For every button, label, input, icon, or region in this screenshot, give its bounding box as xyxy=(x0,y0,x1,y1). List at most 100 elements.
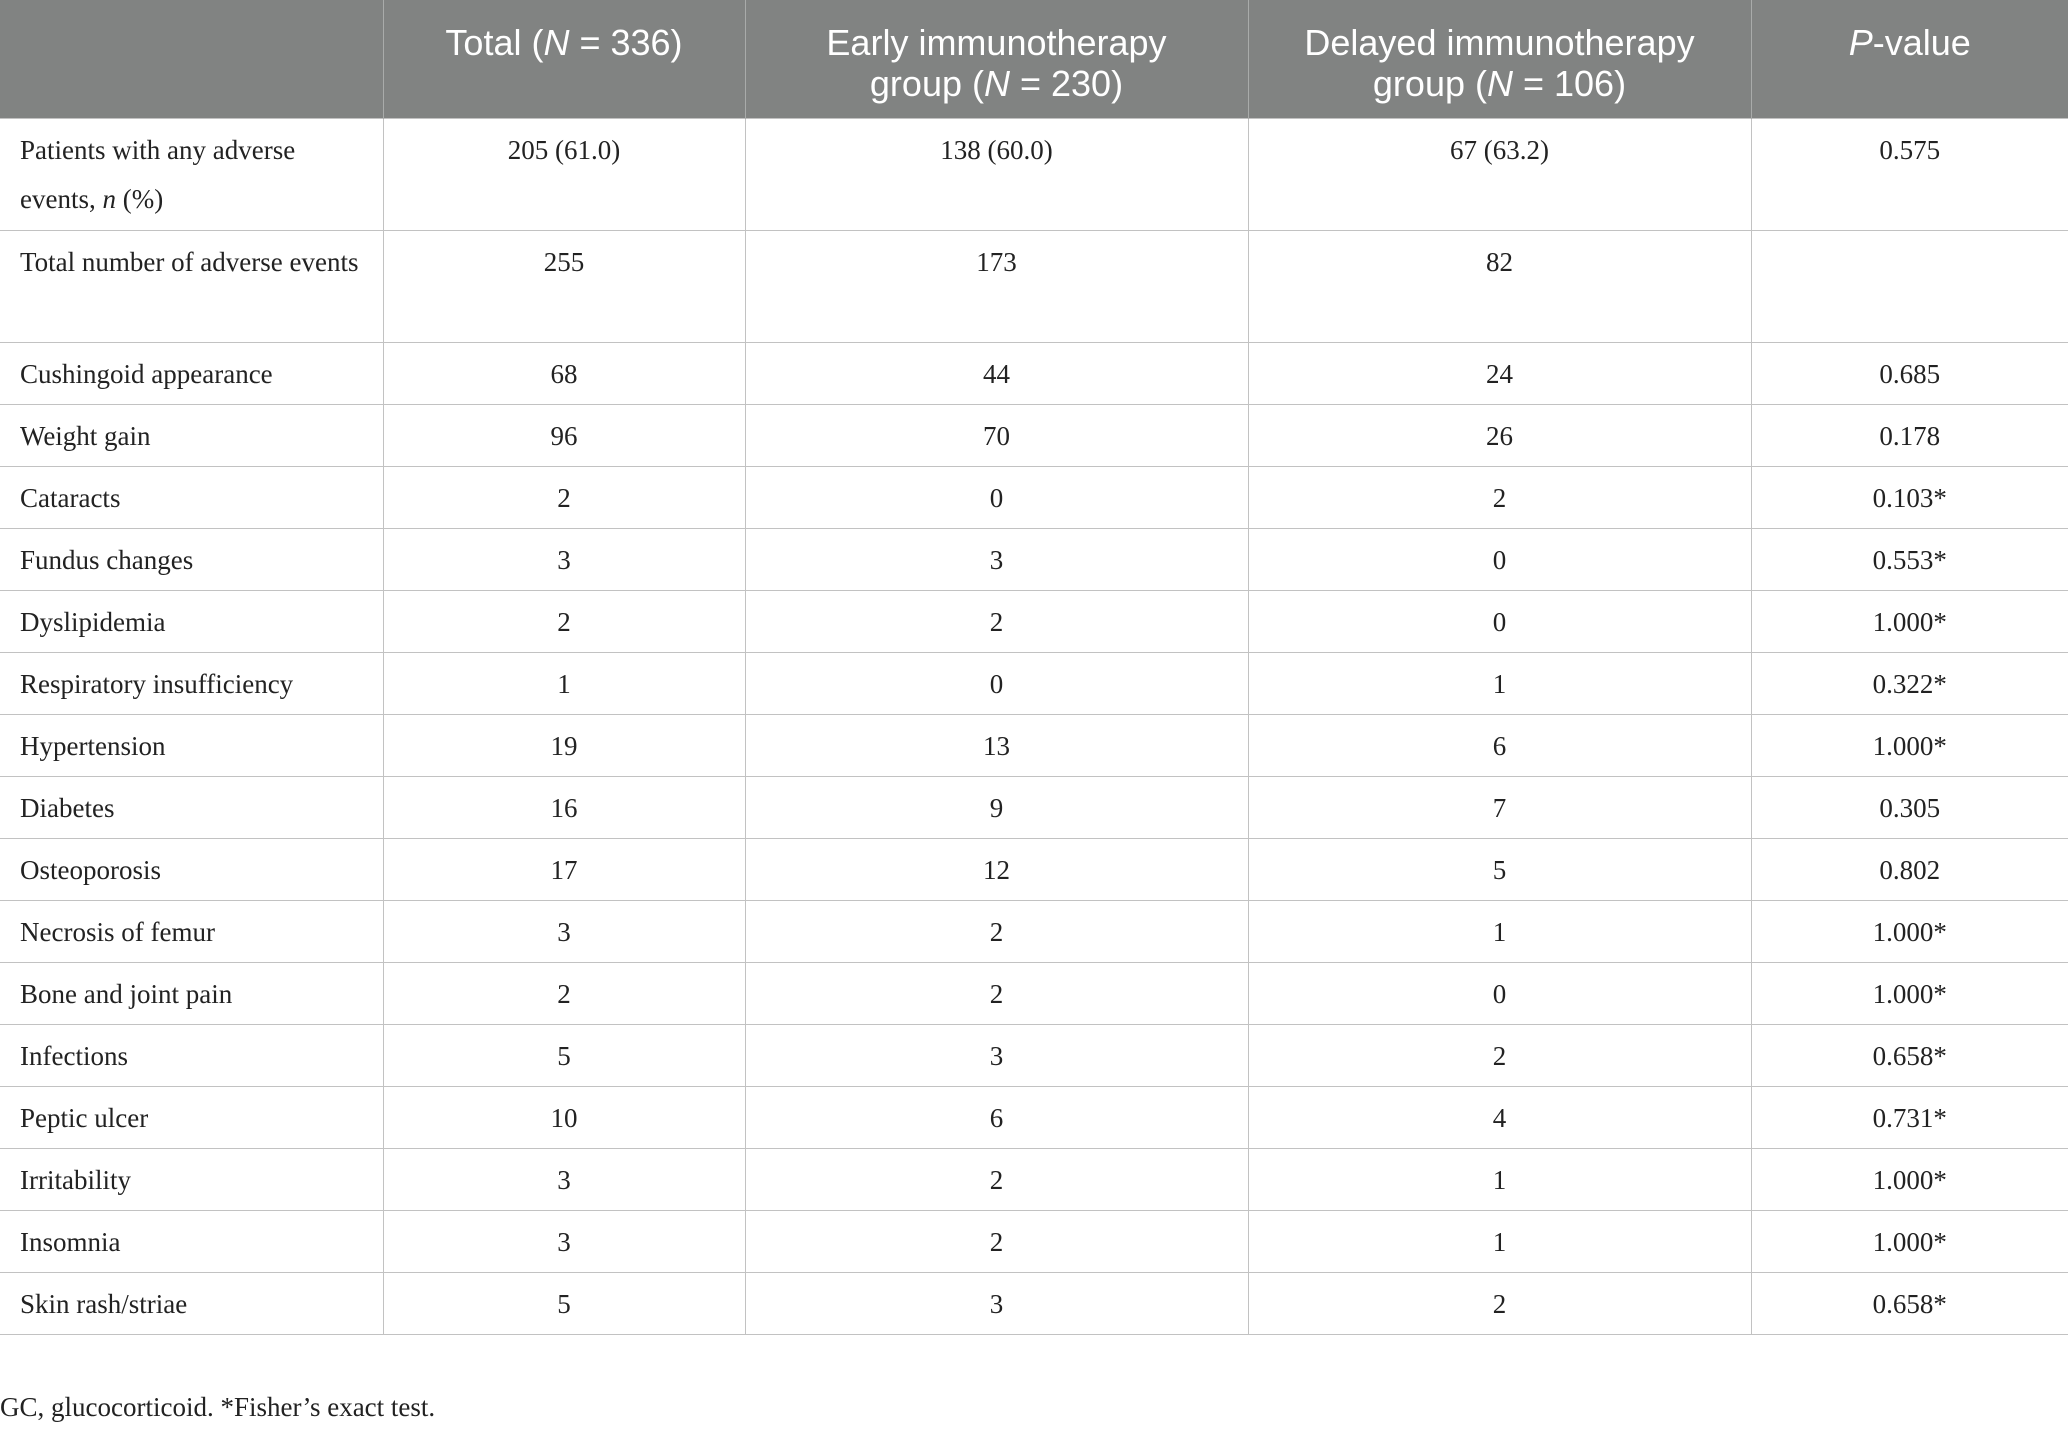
row-label: Dyslipidemia xyxy=(0,589,384,653)
table-row: Cushingoid appearance 68 44 24 0.685 xyxy=(0,341,2068,405)
cell-early: 6 xyxy=(744,1085,1249,1149)
cell-total: 205 (61.0) xyxy=(382,117,746,231)
cell-total: 1 xyxy=(382,651,746,715)
row-label-text: Cushingoid appearance xyxy=(20,358,273,389)
cell-p-value: 0.658* xyxy=(1750,1023,2068,1087)
table-row: Patients with any adverse events, n (%) 2… xyxy=(0,117,2068,231)
cell-p-value: 0.322* xyxy=(1750,651,2068,715)
adverse-events-table: Total (N = 336) Early immunotherapy group… xyxy=(0,0,2068,1335)
table-row: Diabetes 16 9 7 0.305 xyxy=(0,775,2068,839)
table-row: Necrosis of femur 3 2 1 1.000* xyxy=(0,899,2068,963)
cell-p-value: 1.000* xyxy=(1750,713,2068,777)
table-row: Weight gain 96 70 26 0.178 xyxy=(0,403,2068,467)
cell-delayed: 82 xyxy=(1247,229,1752,343)
row-label-text: Bone and joint pain xyxy=(20,978,233,1009)
row-label: Osteoporosis xyxy=(0,837,384,901)
row-label: Cushingoid appearance xyxy=(0,341,384,405)
cell-p-value: 1.000* xyxy=(1750,1147,2068,1211)
row-label-suffix: (%) xyxy=(115,183,164,214)
row-label-text: Patients with any adverse events, xyxy=(20,134,296,214)
cell-early: 138 (60.0) xyxy=(744,117,1249,231)
cell-early: 9 xyxy=(744,775,1249,839)
cell-delayed: 1 xyxy=(1247,1147,1752,1211)
row-label: Total number of adverse events xyxy=(0,229,384,343)
header-delayed: Delayed immunotherapy group (N = 106) xyxy=(1247,0,1751,118)
cell-early: 3 xyxy=(744,1271,1249,1335)
cell-early: 70 xyxy=(744,403,1249,467)
row-label: Irritability xyxy=(0,1147,384,1211)
header-early: Early immunotherapy group (N = 230) xyxy=(744,0,1248,118)
row-label: Necrosis of femur xyxy=(0,899,384,963)
cell-delayed: 2 xyxy=(1247,1023,1752,1087)
table-body: Patients with any adverse events, n (%) 2… xyxy=(0,117,2068,1335)
row-label-text: Weight gain xyxy=(20,420,151,451)
cell-early: 3 xyxy=(744,1023,1249,1087)
cell-p-value: 1.000* xyxy=(1750,1209,2068,1273)
cell-early: 0 xyxy=(744,465,1249,529)
table-row: Hypertension 19 13 6 1.000* xyxy=(0,713,2068,777)
cell-total: 5 xyxy=(382,1023,746,1087)
row-label-text: Fundus changes xyxy=(20,544,194,575)
row-label: Insomnia xyxy=(0,1209,384,1273)
row-label-text: Diabetes xyxy=(20,792,115,823)
table-row: Dyslipidemia 2 2 0 1.000* xyxy=(0,589,2068,653)
cell-early: 44 xyxy=(744,341,1249,405)
header-total: Total (N = 336) xyxy=(382,0,745,118)
cell-early: 2 xyxy=(744,1147,1249,1211)
cell-p-value: 0.103* xyxy=(1750,465,2068,529)
row-label: Peptic ulcer xyxy=(0,1085,384,1149)
cell-early: 2 xyxy=(744,1209,1249,1273)
cell-total: 2 xyxy=(382,589,746,653)
cell-p-value: 1.000* xyxy=(1750,899,2068,963)
row-label-italic: n xyxy=(102,183,116,214)
row-label: Infections xyxy=(0,1023,384,1087)
cell-total: 3 xyxy=(382,1209,746,1273)
cell-p-value: 0.731* xyxy=(1750,1085,2068,1149)
cell-p-value: 0.685 xyxy=(1750,341,2068,405)
cell-total: 3 xyxy=(382,527,746,591)
header-p-value: P-value xyxy=(1750,0,2068,118)
row-label: Respiratory insufficiency xyxy=(0,651,384,715)
cell-p-value: 0.658* xyxy=(1750,1271,2068,1335)
table-row: Peptic ulcer 10 6 4 0.731* xyxy=(0,1085,2068,1149)
cell-total: 17 xyxy=(382,837,746,901)
cell-delayed: 1 xyxy=(1247,651,1752,715)
header-delayed-line1: Delayed immunotherapy xyxy=(1304,22,1695,63)
row-label-text: Insomnia xyxy=(20,1226,121,1257)
cell-total: 5 xyxy=(382,1271,746,1335)
row-label: Patients with any adverse events, n (%) xyxy=(0,117,384,231)
table-row: Respiratory insufficiency 1 0 1 0.322* xyxy=(0,651,2068,715)
cell-total: 96 xyxy=(382,403,746,467)
header-delayed-pre: group ( xyxy=(1372,63,1487,104)
row-label: Bone and joint pain xyxy=(0,961,384,1025)
cell-delayed: 1 xyxy=(1247,1209,1752,1273)
cell-early: 12 xyxy=(744,837,1249,901)
row-label-text: Necrosis of femur xyxy=(20,916,215,947)
header-delayed-post: = 106) xyxy=(1512,63,1627,104)
cell-early: 2 xyxy=(744,589,1249,653)
header-row: Total (N = 336) Early immunotherapy group… xyxy=(0,0,2068,118)
header-p-italic: P xyxy=(1848,22,1873,63)
row-label-text: Osteoporosis xyxy=(20,854,161,885)
row-label-text: Irritability xyxy=(20,1164,131,1195)
cell-total: 19 xyxy=(382,713,746,777)
row-label-text: Dyslipidemia xyxy=(20,606,166,637)
cell-total: 2 xyxy=(382,465,746,529)
header-early-pre: group ( xyxy=(869,63,984,104)
table-row: Irritability 3 2 1 1.000* xyxy=(0,1147,2068,1211)
row-label: Hypertension xyxy=(0,713,384,777)
cell-delayed: 7 xyxy=(1247,775,1752,839)
header-delayed-italic: N xyxy=(1486,63,1513,104)
row-label-text: Cataracts xyxy=(20,482,121,513)
cell-early: 2 xyxy=(744,899,1249,963)
cell-early: 0 xyxy=(744,651,1249,715)
table-header: Total (N = 336) Early immunotherapy group… xyxy=(0,0,2068,118)
row-label: Weight gain xyxy=(0,403,384,467)
cell-delayed: 2 xyxy=(1247,465,1752,529)
cell-delayed: 4 xyxy=(1247,1085,1752,1149)
header-early-post: = 230) xyxy=(1009,63,1124,104)
header-total-italic: N xyxy=(543,22,570,63)
row-label-text: Respiratory insufficiency xyxy=(20,668,294,699)
table-footnote: GC, glucocorticoid. *Fisher’s exact test… xyxy=(0,1392,436,1422)
cell-early: 2 xyxy=(744,961,1249,1025)
